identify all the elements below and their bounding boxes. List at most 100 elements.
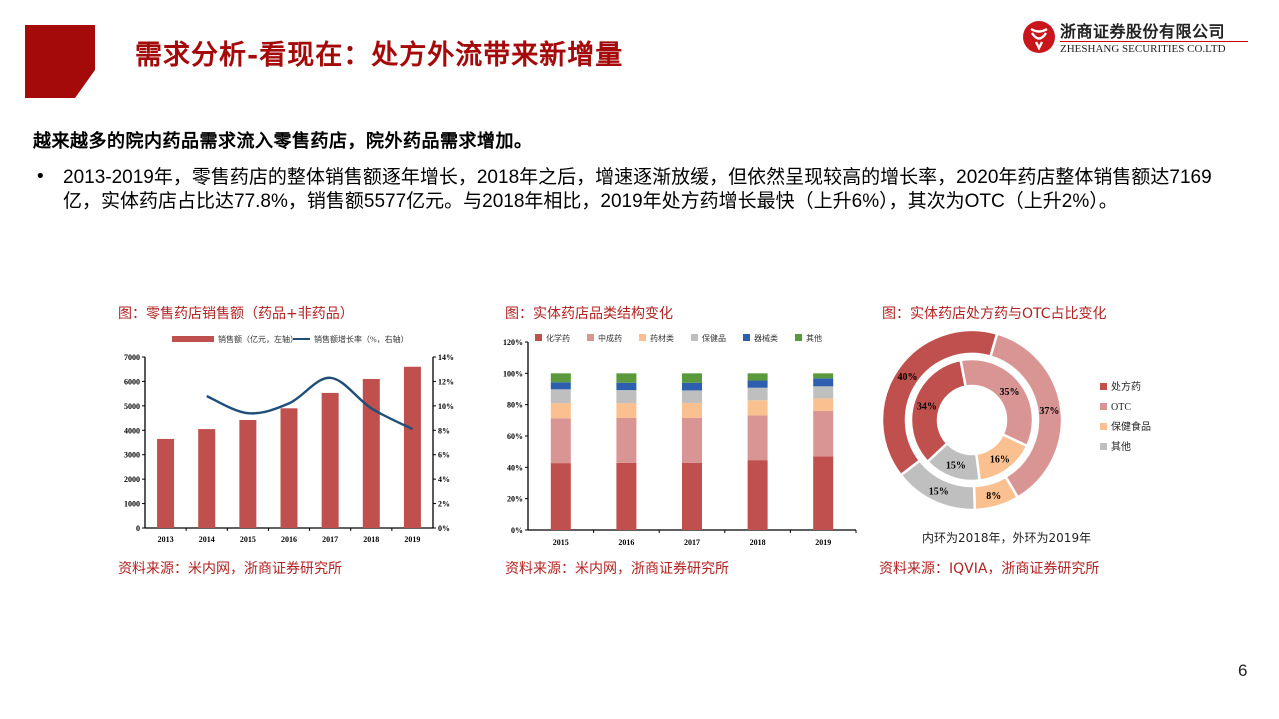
y-right-tick: 12% [438,377,454,386]
y-left-tick: 2000 [124,475,140,484]
stack-segment [550,403,571,419]
category-structure-chart: 化学药 中成药 药材类 保健品 器械类 其他 0% 20% 40% 60% 80% 100% 120% 2… [503,333,857,547]
figure-1-source: 资料来源：米内网，浙商证券研究所 [118,561,342,577]
x-tick-label: 2015 [240,535,256,544]
stack-segment [813,410,834,457]
y-right-tick: 2% [438,500,450,509]
y-tick: 80% [507,401,523,410]
stack-segment [682,382,702,391]
figure-1-title: 图：零售药店销售额（药品+非药品） [118,306,354,322]
legend-label: 保健食品 [1111,420,1151,433]
legend-label: 药材类 [650,333,674,343]
legend-label: 其他 [1111,440,1131,453]
y-right-tick: 10% [438,402,454,411]
y-tick: 120% [503,338,523,347]
growth-rate-line [206,376,413,431]
stack-segment [813,456,834,530]
donut-annotation: 内环为2018年，外环为2019年 [922,531,1092,545]
stack-segment [682,373,702,383]
inner-ring-segment [959,357,1035,448]
legend-swatch [535,334,542,341]
x-tick-label: 2014 [199,535,215,544]
legend-label: 保健品 [702,333,726,343]
stack-segment [747,380,768,388]
y-tick: 60% [507,432,523,441]
legend-swatch [795,334,802,341]
legend-swatch [1100,443,1107,450]
page-title: 需求分析-看现在：处方外流带来新增量 [135,40,624,71]
figure-2-source: 资料来源：米内网，浙商证券研究所 [505,561,729,577]
y-left-tick: 3000 [124,451,140,460]
segment-label: 34% [917,401,937,412]
stack-segment [682,417,702,463]
legend-label-growth: 销售额增长率（%，右轴） [314,334,409,344]
legend-label-sales: 销售额（亿元，左轴） [218,334,298,344]
legend-swatch [1100,403,1107,410]
legend-swatch [1100,423,1107,430]
x-tick-label: 2016 [281,535,297,544]
stack-segment [550,418,571,464]
bullet-text: 2013-2019年，零售药店的整体销售额逐年增长，2018年之后，增速逐渐放缓… [63,167,1212,212]
stack-segment [747,460,768,530]
legend-swatch [587,334,594,341]
bar-sales [157,438,175,528]
headline: 越来越多的院内药品需求流入零售药店，院外药品需求增加。 [33,131,533,152]
segment-label: 15% [946,461,966,472]
segment-label: 16% [990,454,1010,465]
y-tick: 20% [507,495,523,504]
stack-segment [550,389,571,404]
stack-segment [682,462,702,530]
stack-segment [813,398,834,411]
bar-sales [239,420,257,528]
x-tick-label: 2017 [322,535,338,544]
stack-segment [813,378,834,387]
y-left-tick: 6000 [124,377,140,386]
stack-segment [616,417,637,463]
y-left-tick: 1000 [124,500,140,509]
stack-segment [616,462,637,530]
stack-segment [616,382,637,391]
segment-label: 8% [986,491,1001,502]
figure-3-title: 图：实体药店处方药与OTC占比变化 [882,306,1107,322]
x-tick-label: 2018 [363,535,379,544]
stack-segment [747,373,768,381]
y-left-tick: 4000 [124,426,140,435]
figure-3-source: 资料来源：IQVIA，浙商证券研究所 [879,561,1100,577]
segment-label: 35% [1000,387,1020,398]
y-right-tick: 4% [438,475,450,484]
y-right-tick: 6% [438,451,450,460]
y-right-tick: 14% [438,353,454,362]
x-tick-label: 2013 [158,535,174,544]
y-tick: 0% [511,526,523,535]
y-right-tick: 0% [438,524,450,533]
brand-divider [1060,41,1248,42]
bar-sales [321,392,339,528]
figure-2-title: 图：实体药店品类结构变化 [505,306,673,322]
bar-sales [362,378,380,528]
retail-sales-chart: 销售额（亿元，左轴） 销售额增长率（%，右轴） 0 1000 2000 3000 4000 5… [124,334,454,544]
legend-label: 化学药 [546,333,570,343]
y-right-tick: 8% [438,426,450,435]
stack-segment [813,386,834,399]
bar-sales [403,366,421,528]
y-left-tick: 0 [136,524,140,533]
bar-sales [198,429,216,528]
y-tick: 100% [503,369,523,378]
x-tick-label: 2017 [684,538,700,547]
x-tick-label: 2019 [404,535,420,544]
legend-label: OTC [1111,402,1131,413]
bar-sales [280,408,298,528]
stack-segment [550,463,571,530]
zheshang-logo-icon [1023,21,1055,53]
stack-segment [682,390,702,403]
page-number: 6 [1238,661,1248,680]
stack-segment [682,402,702,418]
stack-segment [747,387,768,401]
legend-label: 器械类 [754,333,778,343]
legend-swatch-sales [172,336,214,342]
segment-label: 37% [1039,406,1059,417]
stack-segment [550,373,571,383]
x-tick-label: 2018 [750,538,766,547]
stack-segment [616,403,637,418]
